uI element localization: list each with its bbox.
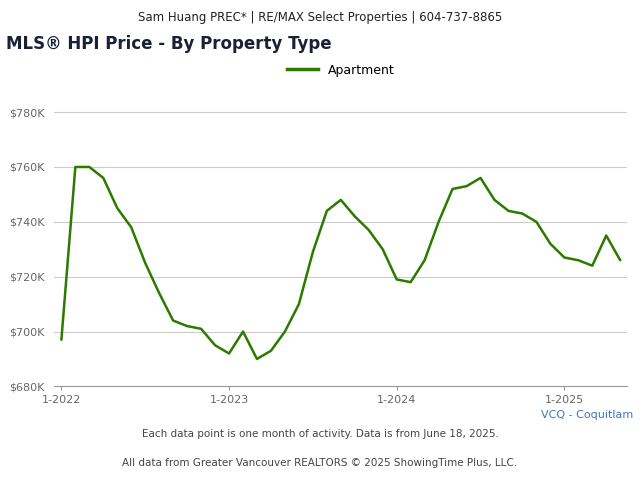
Text: MLS® HPI Price - By Property Type: MLS® HPI Price - By Property Type: [6, 35, 332, 53]
Text: Each data point is one month of activity. Data is from June 18, 2025.: Each data point is one month of activity…: [141, 429, 499, 439]
Legend: Apartment: Apartment: [282, 59, 400, 82]
Text: All data from Greater Vancouver REALTORS © 2025 ShowingTime Plus, LLC.: All data from Greater Vancouver REALTORS…: [122, 458, 518, 468]
Text: VCQ - Coquitlam: VCQ - Coquitlam: [541, 410, 634, 420]
Text: Sam Huang PREC* | RE/MAX Select Properties | 604-737-8865: Sam Huang PREC* | RE/MAX Select Properti…: [138, 11, 502, 24]
